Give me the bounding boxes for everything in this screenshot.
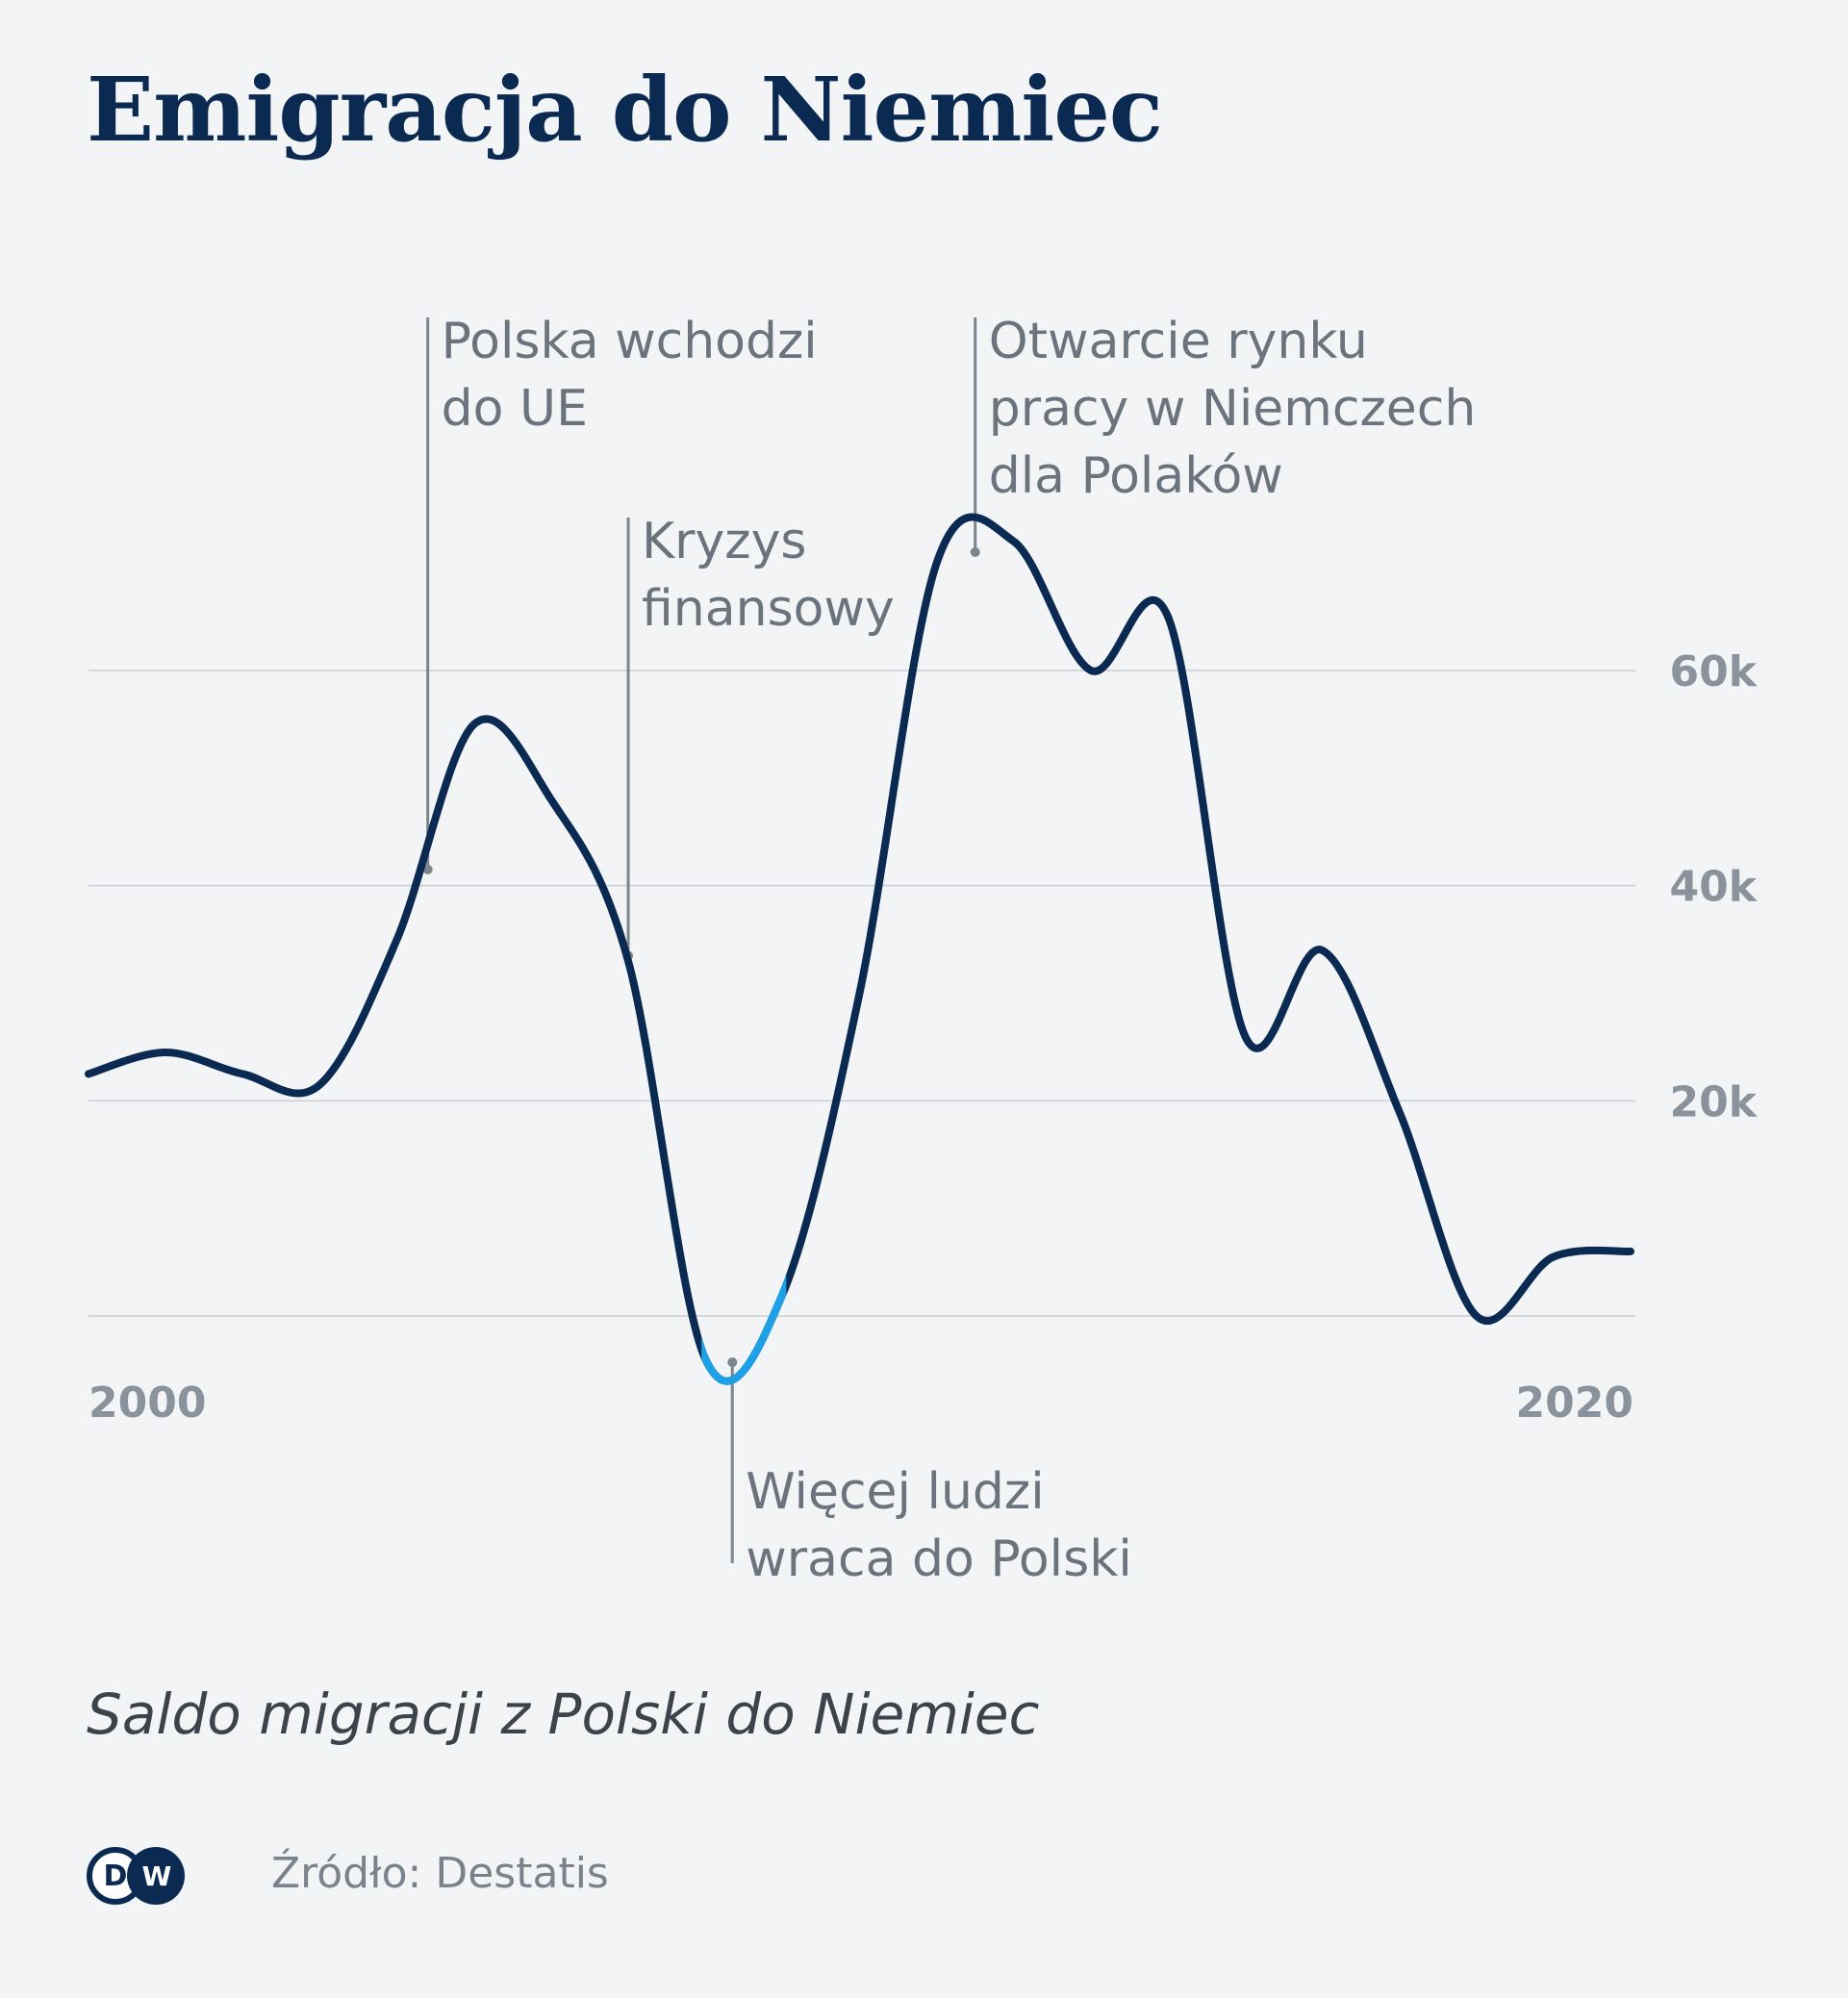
annotation-text: Więcej ludzi (746, 1463, 1044, 1521)
x-tick-label: 2000 (89, 1378, 206, 1428)
x-tick-label: 2020 (1516, 1378, 1633, 1428)
grid-lines (89, 670, 1635, 1317)
annotation-text: Polska wchodzi (442, 313, 818, 370)
annotation-text: Otwarcie rynku (989, 313, 1368, 370)
dw-logo-circle-w (127, 1847, 185, 1905)
y-tick-label: 40k (1670, 863, 1759, 912)
chart-title: Emigracja do Niemiec (87, 58, 1163, 162)
annotation-text: dla Polaków (989, 447, 1283, 505)
annotation-dot (727, 1357, 738, 1368)
dw-logo-text-w: W (142, 1860, 172, 1892)
annotation-text: Kryzys (642, 513, 806, 570)
annotation-text: do UE (442, 380, 588, 438)
dw-logo-text-d: D (104, 1859, 128, 1893)
series-line-highlight (701, 1274, 787, 1385)
annotation-0: Polska wchodzi do UE (422, 313, 818, 874)
annotation-2: Więcej ludzi wraca do Polski (727, 1357, 1132, 1588)
y-tick-label: 60k (1670, 647, 1759, 696)
series-line (85, 513, 1634, 1385)
tick-labels: 20k 40k 60k 2000 2020 (89, 647, 1759, 1428)
annotation-3: Otwarcie rynku pracy w Niemczech dla Polak… (970, 313, 1477, 557)
chart-subtitle: Saldo migracji z Polski do Niemiec (87, 1682, 1040, 1747)
line-chart: Polska wchodzi do UE Kryzys finansowy Więcej… (85, 313, 1759, 1588)
annotation-text: wraca do Polski (746, 1530, 1132, 1588)
annotation-text: finansowy (642, 580, 895, 638)
source-note: Źródło: Destatis (271, 1849, 609, 1898)
annotation-text: pracy w Niemczech (989, 380, 1477, 438)
dw-logo: D W (87, 1847, 185, 1905)
annotation-dot (970, 546, 980, 557)
annotations: Polska wchodzi do UE Kryzys finansowy Więcej… (422, 313, 1477, 1588)
y-tick-label: 20k (1670, 1077, 1759, 1126)
annotation-dot (422, 864, 433, 874)
annotation-1: Kryzys finansowy (623, 513, 895, 961)
series (85, 513, 1634, 1385)
